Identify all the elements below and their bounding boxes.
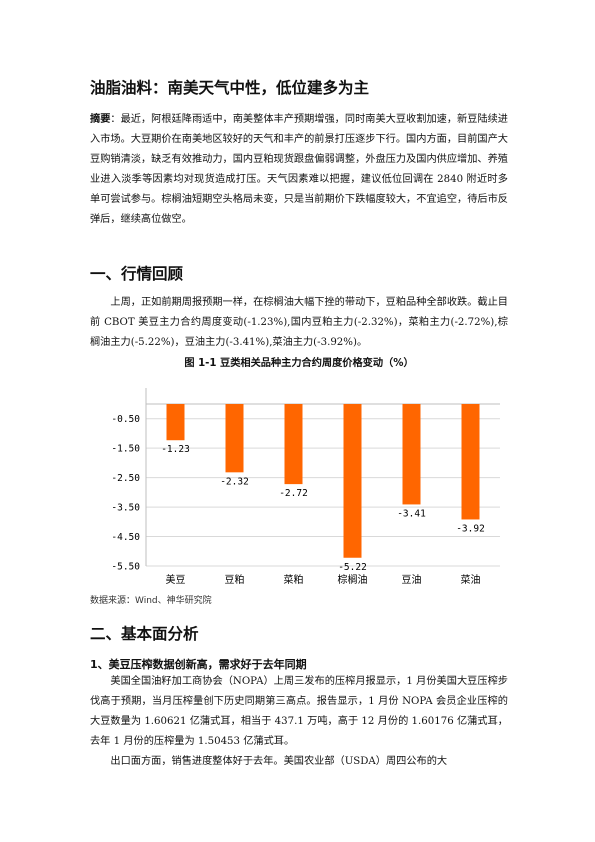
document-title: 油脂油料：南美天气中性，低位建多为主 (90, 79, 370, 97)
section1-paragraph: 上周，正如前期周报预期一样，在棕榈油大幅下挫的带动下，豆粕品种全部收跌。截止目前… (90, 297, 508, 348)
bar-4 (343, 404, 362, 558)
data-label: -3.92 (456, 523, 485, 534)
bar-1 (166, 404, 185, 441)
data-label: -5.22 (338, 562, 367, 573)
data-label: -3.41 (397, 508, 426, 519)
abstract-text: ：最近，阿根廷降雨适中，南美整体丰产预期增强，同时南美大豆收割加速，新豆陆续进入… (90, 114, 508, 225)
data-label: -2.32 (220, 476, 249, 487)
bar-chart: -0.50 -1.50 -2.50 -3.50 -4.50 -5.50 -1.23 美豆 -2.… (111, 388, 500, 586)
bar-6 (461, 404, 480, 520)
category-label: 豆油 (402, 573, 422, 586)
data-label: -1.23 (161, 444, 190, 455)
category-label: 菜粕 (284, 573, 304, 586)
y-tick-label: -3.50 (111, 503, 140, 514)
y-tick-label: -0.50 (111, 414, 140, 425)
section2-heading: 二、基本面分析 (90, 625, 199, 643)
category-label: 菜油 (461, 573, 481, 586)
bar-2 (225, 404, 244, 473)
figure-title: 图 1-1 豆类相关品种主力合约周度价格变动（%） (184, 358, 414, 369)
y-tick-label: -4.50 (111, 532, 140, 543)
category-label: 豆粕 (225, 573, 245, 586)
y-tick-label: -5.50 (111, 562, 140, 573)
y-tick-label: -1.50 (111, 444, 140, 455)
y-tick-label: -2.50 (111, 473, 140, 484)
bar-5 (402, 404, 421, 505)
bar-3 (284, 404, 303, 485)
data-label: -2.72 (279, 488, 308, 499)
data-source: 数据来源：Wind、神华研究院 (90, 596, 212, 606)
subsection1-paragraph-1: 美国全国油籽加工商协会（NOPA）上周三发布的压榨月报显示，1 月份美国大豆压榨… (90, 676, 508, 747)
subsection1-heading: 1、美豆压榨数据创新高，需求好于去年同期 (90, 658, 307, 671)
abstract-label: 摘要 (90, 114, 111, 125)
section1-heading: 一、行情回顾 (90, 265, 184, 283)
category-label: 美豆 (166, 573, 186, 586)
category-label: 棕榈油 (338, 573, 368, 586)
subsection1-paragraph-2: 出口面方面，销售进度整体好于去年。美国农业部（USDA）周四公布的大 (110, 756, 448, 767)
abstract: 摘要：最近，阿根廷降雨适中，南美整体丰产预期增强，同时南美大豆收割加速，新豆陆续… (90, 110, 508, 230)
